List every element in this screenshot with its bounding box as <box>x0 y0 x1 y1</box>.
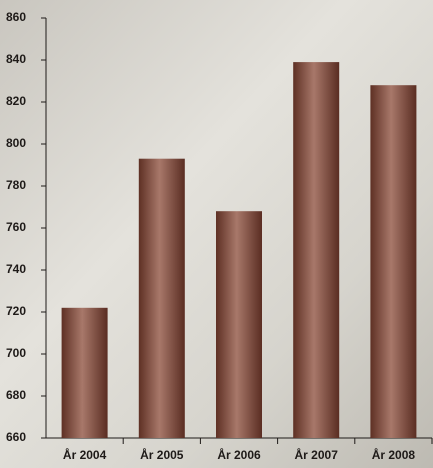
bar <box>293 62 340 438</box>
y-tick-label: 660 <box>6 430 26 444</box>
bar <box>138 158 185 438</box>
y-tick-label: 840 <box>6 52 26 66</box>
y-tick-label: 800 <box>6 136 26 150</box>
y-tick-label: 740 <box>6 262 26 276</box>
y-tick-label: 860 <box>6 10 26 24</box>
x-tick-label: År 2008 <box>372 447 416 462</box>
y-tick-label: 760 <box>6 220 26 234</box>
y-tick-label: 820 <box>6 94 26 108</box>
y-tick-label: 780 <box>6 178 26 192</box>
bar <box>370 85 417 438</box>
x-tick-label: År 2004 <box>63 447 107 462</box>
y-tick-label: 680 <box>6 388 26 402</box>
x-tick-label: År 2006 <box>217 447 261 462</box>
x-tick-label: År 2005 <box>140 447 184 462</box>
y-tick-label: 700 <box>6 346 26 360</box>
bar <box>61 307 108 438</box>
x-tick-label: År 2007 <box>295 447 339 462</box>
y-tick-label: 720 <box>6 304 26 318</box>
bar <box>216 211 262 438</box>
